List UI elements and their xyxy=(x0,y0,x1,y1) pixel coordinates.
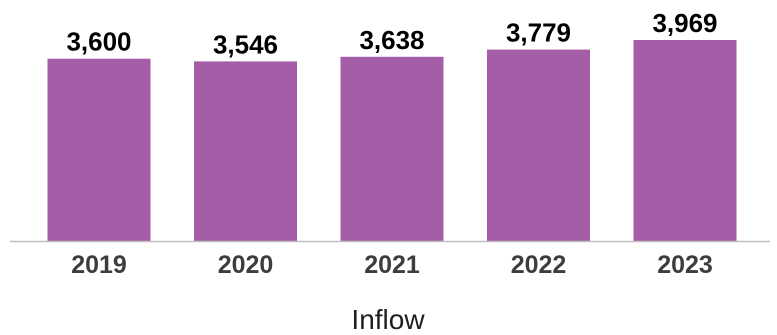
bar-2020 xyxy=(194,61,297,242)
x-tick-label-2019: 2019 xyxy=(71,251,127,279)
data-label-2020: 3,546 xyxy=(213,29,278,59)
x-tick-label-2023: 2023 xyxy=(657,251,713,279)
bar-2019 xyxy=(47,58,151,242)
bar-2023 xyxy=(633,40,737,241)
bars-group xyxy=(47,40,737,242)
x-tick-label-2021: 2021 xyxy=(364,251,420,279)
x-tick-labels-group: 2019 2020 2021 2022 2023 xyxy=(71,251,713,279)
data-label-2021: 3,638 xyxy=(359,25,424,55)
data-label-2019: 3,600 xyxy=(66,27,131,57)
data-label-2023: 3,969 xyxy=(652,8,717,38)
x-tick-label-2020: 2020 xyxy=(218,251,274,279)
bar-2022 xyxy=(487,49,590,241)
value-labels-group: 3,600 3,546 3,638 3,779 3,969 xyxy=(66,8,717,59)
x-tick-label-2022: 2022 xyxy=(511,251,567,279)
x-axis-title: Inflow xyxy=(351,304,425,335)
bar-2021 xyxy=(340,56,444,241)
data-label-2022: 3,779 xyxy=(506,18,571,48)
